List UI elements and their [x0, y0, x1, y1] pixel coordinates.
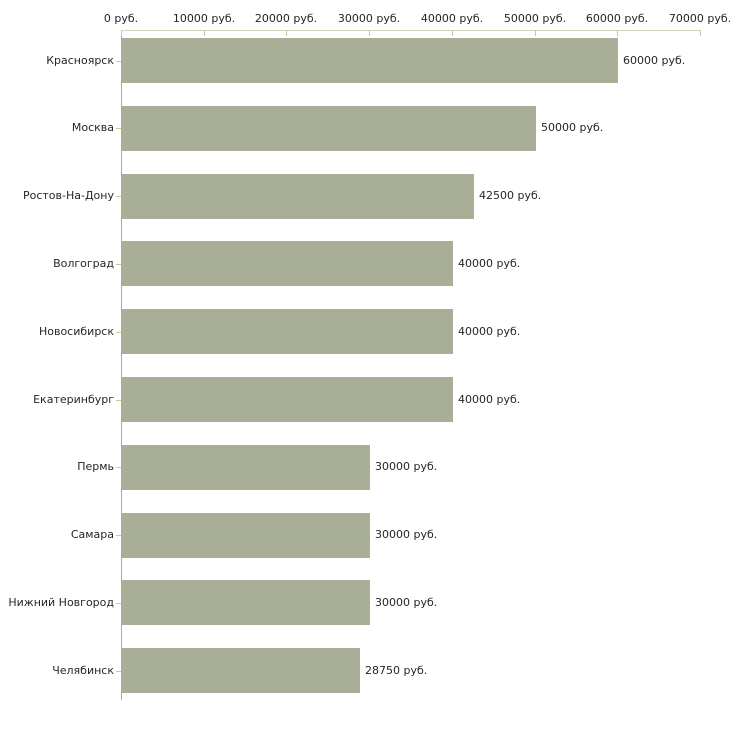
value-label: 30000 руб.	[375, 596, 438, 609]
value-label: 40000 руб.	[458, 393, 521, 406]
category-tick-mark	[116, 603, 121, 604]
chart-bar	[122, 106, 536, 151]
value-label: 50000 руб.	[541, 121, 604, 134]
x-tick-label: 30000 руб.	[337, 12, 401, 25]
value-label: 30000 руб.	[375, 460, 438, 473]
category-tick-mark	[116, 128, 121, 129]
x-tick-label: 20000 руб.	[254, 12, 318, 25]
category-tick-mark	[116, 535, 121, 536]
category-label: Красноярск	[46, 54, 114, 67]
category-tick-mark	[116, 400, 121, 401]
x-tick-label: 10000 руб.	[172, 12, 236, 25]
chart-bar	[122, 174, 474, 219]
category-label: Нижний Новгород	[8, 596, 114, 609]
category-label: Волгоград	[53, 257, 114, 270]
value-label: 42500 руб.	[479, 189, 542, 202]
category-tick-mark	[116, 467, 121, 468]
value-label: 40000 руб.	[458, 257, 521, 270]
x-tick-mark	[369, 30, 370, 36]
x-tick-mark	[700, 30, 701, 36]
x-tick-label: 40000 руб.	[420, 12, 484, 25]
x-tick-mark	[286, 30, 287, 36]
chart-bar	[122, 445, 370, 490]
category-label: Екатеринбург	[33, 393, 114, 406]
value-label: 30000 руб.	[375, 528, 438, 541]
x-tick-mark	[452, 30, 453, 36]
x-tick-label: 0 руб.	[103, 12, 139, 25]
category-label: Пермь	[77, 460, 114, 473]
category-label: Самара	[70, 528, 114, 541]
category-label: Ростов-На-Дону	[22, 189, 114, 202]
chart-bar	[122, 580, 370, 625]
chart-bar	[122, 377, 453, 422]
x-tick-mark	[121, 30, 122, 36]
chart-bar	[122, 241, 453, 286]
value-label: 28750 руб.	[365, 664, 428, 677]
chart-bar	[122, 513, 370, 558]
category-tick-mark	[116, 332, 121, 333]
category-label: Новосибирск	[38, 325, 114, 338]
chart-bar	[122, 309, 453, 354]
chart-bar	[122, 38, 618, 83]
x-tick-label: 50000 руб.	[503, 12, 567, 25]
category-label: Москва	[71, 121, 114, 134]
x-tick-label: 70000 руб.	[668, 12, 730, 25]
chart-bar	[122, 648, 360, 693]
value-label: 60000 руб.	[623, 54, 686, 67]
x-tick-mark	[535, 30, 536, 36]
x-tick-label: 60000 руб.	[585, 12, 649, 25]
category-tick-mark	[116, 264, 121, 265]
x-axis-line	[121, 30, 701, 31]
category-label: Челябинск	[52, 664, 114, 677]
category-tick-mark	[116, 671, 121, 672]
category-tick-mark	[116, 61, 121, 62]
value-label: 40000 руб.	[458, 325, 521, 338]
y-axis-line	[121, 30, 122, 700]
category-tick-mark	[116, 196, 121, 197]
x-tick-mark	[204, 30, 205, 36]
x-tick-mark	[617, 30, 618, 36]
